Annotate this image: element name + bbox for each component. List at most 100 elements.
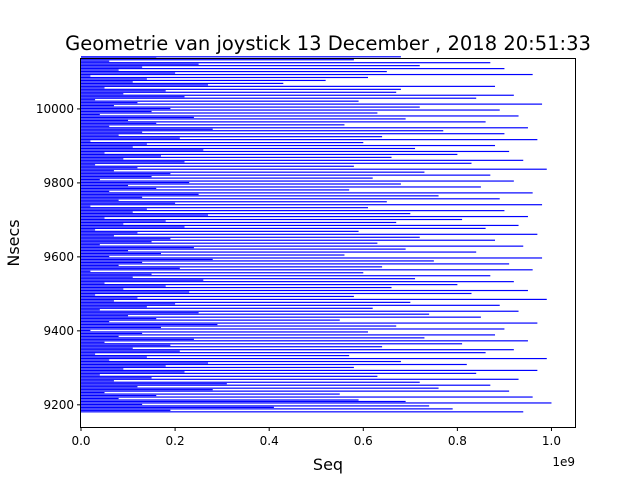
bar [81,344,171,346]
bar [81,88,401,90]
bar [81,85,496,87]
x-axis-label: Seq [313,455,343,474]
bar [81,374,100,376]
bar [81,272,364,274]
bar [81,251,477,253]
bar [81,261,143,264]
bar [81,139,538,141]
bar [81,282,105,284]
bar [81,192,533,194]
bar [81,226,185,228]
bar [81,113,100,116]
bar [81,408,453,410]
bar [81,236,420,238]
bar [81,177,373,179]
bar [81,360,401,363]
bar [81,242,378,244]
bar [81,321,110,323]
bar [81,350,180,352]
bar [81,335,119,337]
bar [81,239,496,241]
bar [81,309,100,311]
bar [81,93,124,95]
bar [81,150,510,153]
bar [81,294,96,296]
bar [81,218,463,221]
bar [81,107,171,110]
bar [81,186,481,188]
bar [81,229,96,231]
bar [81,362,209,364]
bar [81,116,194,119]
x-tick-label: 0.2 [166,434,185,448]
bar [81,383,227,385]
bar [81,315,129,317]
bar [81,102,138,104]
x-axis-ticks: 0.0 0.2 0.4 0.6 0.8 1.0 [71,427,561,448]
bar [81,394,157,397]
bar [81,96,185,98]
bar [81,264,119,266]
bar [81,312,199,314]
bar [81,365,166,367]
x-tick-label: 1.0 [542,434,561,448]
bar [81,189,350,191]
bar [81,245,524,247]
bar [81,136,383,138]
bar [81,281,514,283]
bar [81,176,152,178]
bar [81,112,378,114]
y-tick-label: 9600 [43,250,74,264]
bar [81,84,209,86]
bar [81,295,354,298]
bar [81,406,274,408]
bar [81,323,218,326]
bar [81,202,176,204]
bar [81,187,157,190]
bar [81,184,129,187]
bar [81,301,411,303]
bar [81,343,463,345]
bar [81,233,538,235]
bar [81,110,152,113]
bar [81,205,91,207]
bar [81,230,359,232]
bar [81,170,114,172]
bar [81,60,110,62]
bar [81,402,552,404]
bar [81,190,110,192]
bar [81,254,345,256]
y-axis-ticks: 9200 9400 9600 9800 10000 [36,102,81,412]
bar [81,195,439,197]
bar [81,68,505,70]
bar [81,78,147,80]
bar [81,275,491,277]
bar [81,73,533,76]
bar [81,381,420,383]
bar [81,69,119,71]
bar [81,174,491,176]
bar [81,207,368,209]
bar [81,387,439,389]
bar [81,286,392,289]
bar [81,72,176,74]
bar [81,297,138,299]
bar [81,341,105,343]
bar [81,359,110,361]
bar [81,390,510,392]
bars-group [81,56,552,413]
bar [81,267,180,269]
bar [81,214,209,216]
bar [81,260,434,262]
bar [81,257,543,259]
bar [81,66,143,68]
bar [81,331,368,333]
bar [81,411,524,413]
bar [81,91,397,93]
bar [81,386,138,388]
y-tick-label: 10000 [36,102,74,116]
bar [81,97,477,99]
bar [81,81,133,83]
